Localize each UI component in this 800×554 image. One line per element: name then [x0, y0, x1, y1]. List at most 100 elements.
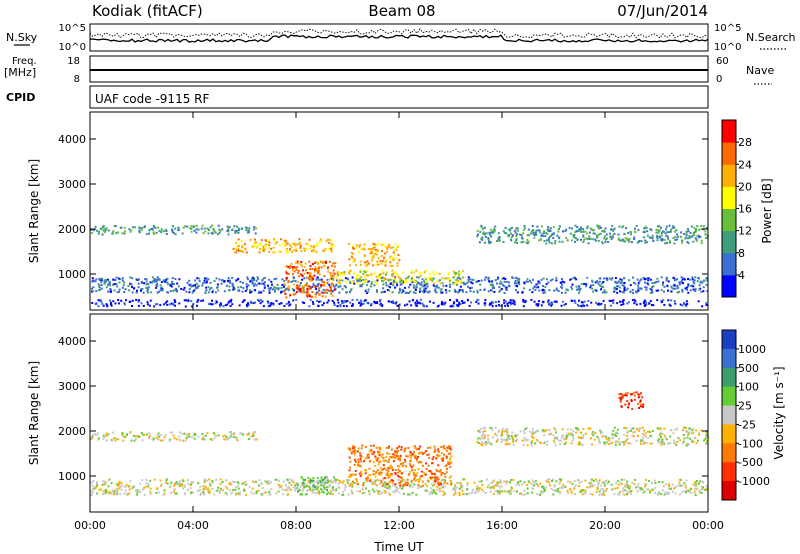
x-tick-label: 04:00 — [177, 519, 209, 532]
echo-band — [91, 276, 709, 294]
x-tick-label: 16:00 — [486, 519, 518, 532]
colorbar-swatch — [722, 424, 736, 444]
colorbar-swatch — [722, 481, 736, 501]
nsky-panel: N.Sky 10^5 10^0 10^5 10^0 N.Search — [6, 23, 796, 53]
y-tick-label: 2000 — [58, 223, 86, 236]
velocity-y-axis: 1000 2000 3000 4000 — [58, 335, 708, 483]
freq-label: Freq. — [12, 56, 37, 67]
colorbar-swatch — [722, 348, 736, 369]
power-panel: 1000 2000 3000 4000 Slant Range [km] 4 8 12 16… — [27, 111, 774, 311]
nave-label: Nave — [746, 64, 774, 77]
colorbar-tick-label: 28 — [738, 136, 752, 149]
power-data — [90, 224, 709, 308]
velocity-ylabel: Slant Range [km] — [27, 361, 41, 465]
colorbar-swatch — [722, 462, 736, 482]
colorbar-swatch — [722, 186, 736, 209]
echo-band — [618, 391, 645, 410]
colorbar-swatch — [722, 230, 736, 254]
colorbar-tick-label: 4 — [738, 269, 745, 282]
colorbar-tick-label: -500 — [738, 456, 763, 469]
nsky-trace — [89, 28, 709, 43]
freq-panel: Freq. [MHz] 18 8 60 0 Nave — [4, 55, 774, 85]
echo-band — [91, 298, 708, 308]
nsky-tick-top: 10^5 — [59, 23, 86, 34]
colorbar-tick-label: 500 — [738, 362, 759, 375]
power-colorbar: 4 8 12 16 20 24 28 — [721, 119, 752, 298]
nave-tick-bottom: 0 — [716, 74, 722, 85]
colorbar-swatch — [722, 386, 736, 407]
echo-band — [90, 224, 258, 236]
nsearch-tick-top: 10^5 — [714, 23, 741, 34]
freq-tick-top: 18 — [67, 56, 80, 67]
nsearch-line — [89, 28, 709, 39]
y-tick-label: 3000 — [58, 178, 86, 191]
colorbar-swatch — [722, 120, 736, 143]
nave-tick-top: 60 — [716, 56, 729, 67]
y-tick-label: 4000 — [58, 335, 86, 348]
y-tick-label: 2000 — [58, 425, 86, 438]
date-title: 07/Jun/2014 — [617, 2, 708, 20]
colorbar-swatch — [722, 142, 736, 165]
colorbar-swatch — [722, 443, 736, 463]
y-tick-label: 3000 — [58, 380, 86, 393]
nsky-tick-bottom: 10^0 — [59, 42, 86, 53]
colorbar-tick-label: 1000 — [738, 343, 766, 356]
cpid-panel: CPID UAF code -9115 RF — [6, 85, 709, 109]
colorbar-tick-label: 24 — [738, 158, 752, 171]
echo-band — [90, 431, 258, 442]
echo-band — [476, 426, 710, 447]
cpid-text: UAF code -9115 RF — [95, 92, 209, 106]
echo-band — [232, 238, 335, 254]
colorbar-tick-label: 12 — [738, 225, 752, 238]
power-x-ticks — [89, 112, 709, 310]
echo-band — [347, 242, 401, 267]
colorbar-tick-label: 8 — [738, 247, 745, 260]
x-tick-label: 00:00 — [74, 519, 106, 532]
station-title: Kodiak (fitACF) — [92, 2, 203, 20]
x-tick-label: 20:00 — [589, 519, 621, 532]
power-ylabel: Slant Range [km] — [27, 159, 41, 263]
velocity-colorbar: 1000 500 100 25 -25 -100 -500 -1000 — [721, 329, 770, 501]
nsearch-label: N.Search — [746, 31, 796, 44]
nsky-line — [89, 34, 709, 43]
colorbar-swatch — [722, 405, 736, 425]
colorbar-tick-label: -25 — [738, 418, 756, 431]
velocity-x-axis: 00:00 04:00 08:00 12:00 16:00 20:00 00:00 — [74, 314, 724, 532]
y-tick-label: 4000 — [58, 133, 86, 146]
velocity-data — [90, 391, 710, 496]
colorbar-swatch — [722, 367, 736, 388]
cpid-label: CPID — [6, 91, 35, 104]
echo-band — [335, 269, 465, 285]
colorbar-swatch — [722, 164, 736, 187]
colorbar-swatch — [722, 208, 736, 232]
colorbar-swatch — [722, 330, 736, 350]
echo-band — [90, 478, 708, 496]
y-tick-label: 1000 — [58, 268, 86, 281]
colorbar-tick-label: -100 — [738, 437, 763, 450]
x-tick-label: 08:00 — [280, 519, 312, 532]
colorbar-tick-label: 20 — [738, 180, 752, 193]
velocity-colorbar-label: Velocity [m s⁻¹] — [772, 366, 786, 459]
x-tick-label: 00:00 — [692, 519, 724, 532]
freq-unit-label: [MHz] — [4, 66, 36, 79]
colorbar-tick-label: 16 — [738, 203, 752, 216]
colorbar-swatch — [722, 252, 736, 276]
echo-band — [296, 476, 336, 496]
echo-band — [283, 260, 337, 299]
x-tick-label: 12:00 — [383, 519, 415, 532]
freq-tick-bottom: 8 — [74, 74, 80, 85]
nsky-label: N.Sky — [6, 31, 38, 44]
colorbar-tick-label: -1000 — [738, 475, 770, 488]
x-axis-label: Time UT — [373, 540, 424, 554]
echo-band — [347, 444, 453, 487]
power-y-axis: 1000 2000 3000 4000 — [58, 133, 708, 281]
colorbar-swatch — [722, 274, 736, 298]
y-tick-label: 1000 — [58, 470, 86, 483]
colorbar-tick-label: 25 — [738, 400, 752, 413]
beam-title: Beam 08 — [368, 2, 435, 20]
echo-band — [476, 224, 709, 245]
colorbar-tick-label: 100 — [738, 381, 759, 394]
nsearch-tick-bottom: 10^0 — [714, 42, 741, 53]
